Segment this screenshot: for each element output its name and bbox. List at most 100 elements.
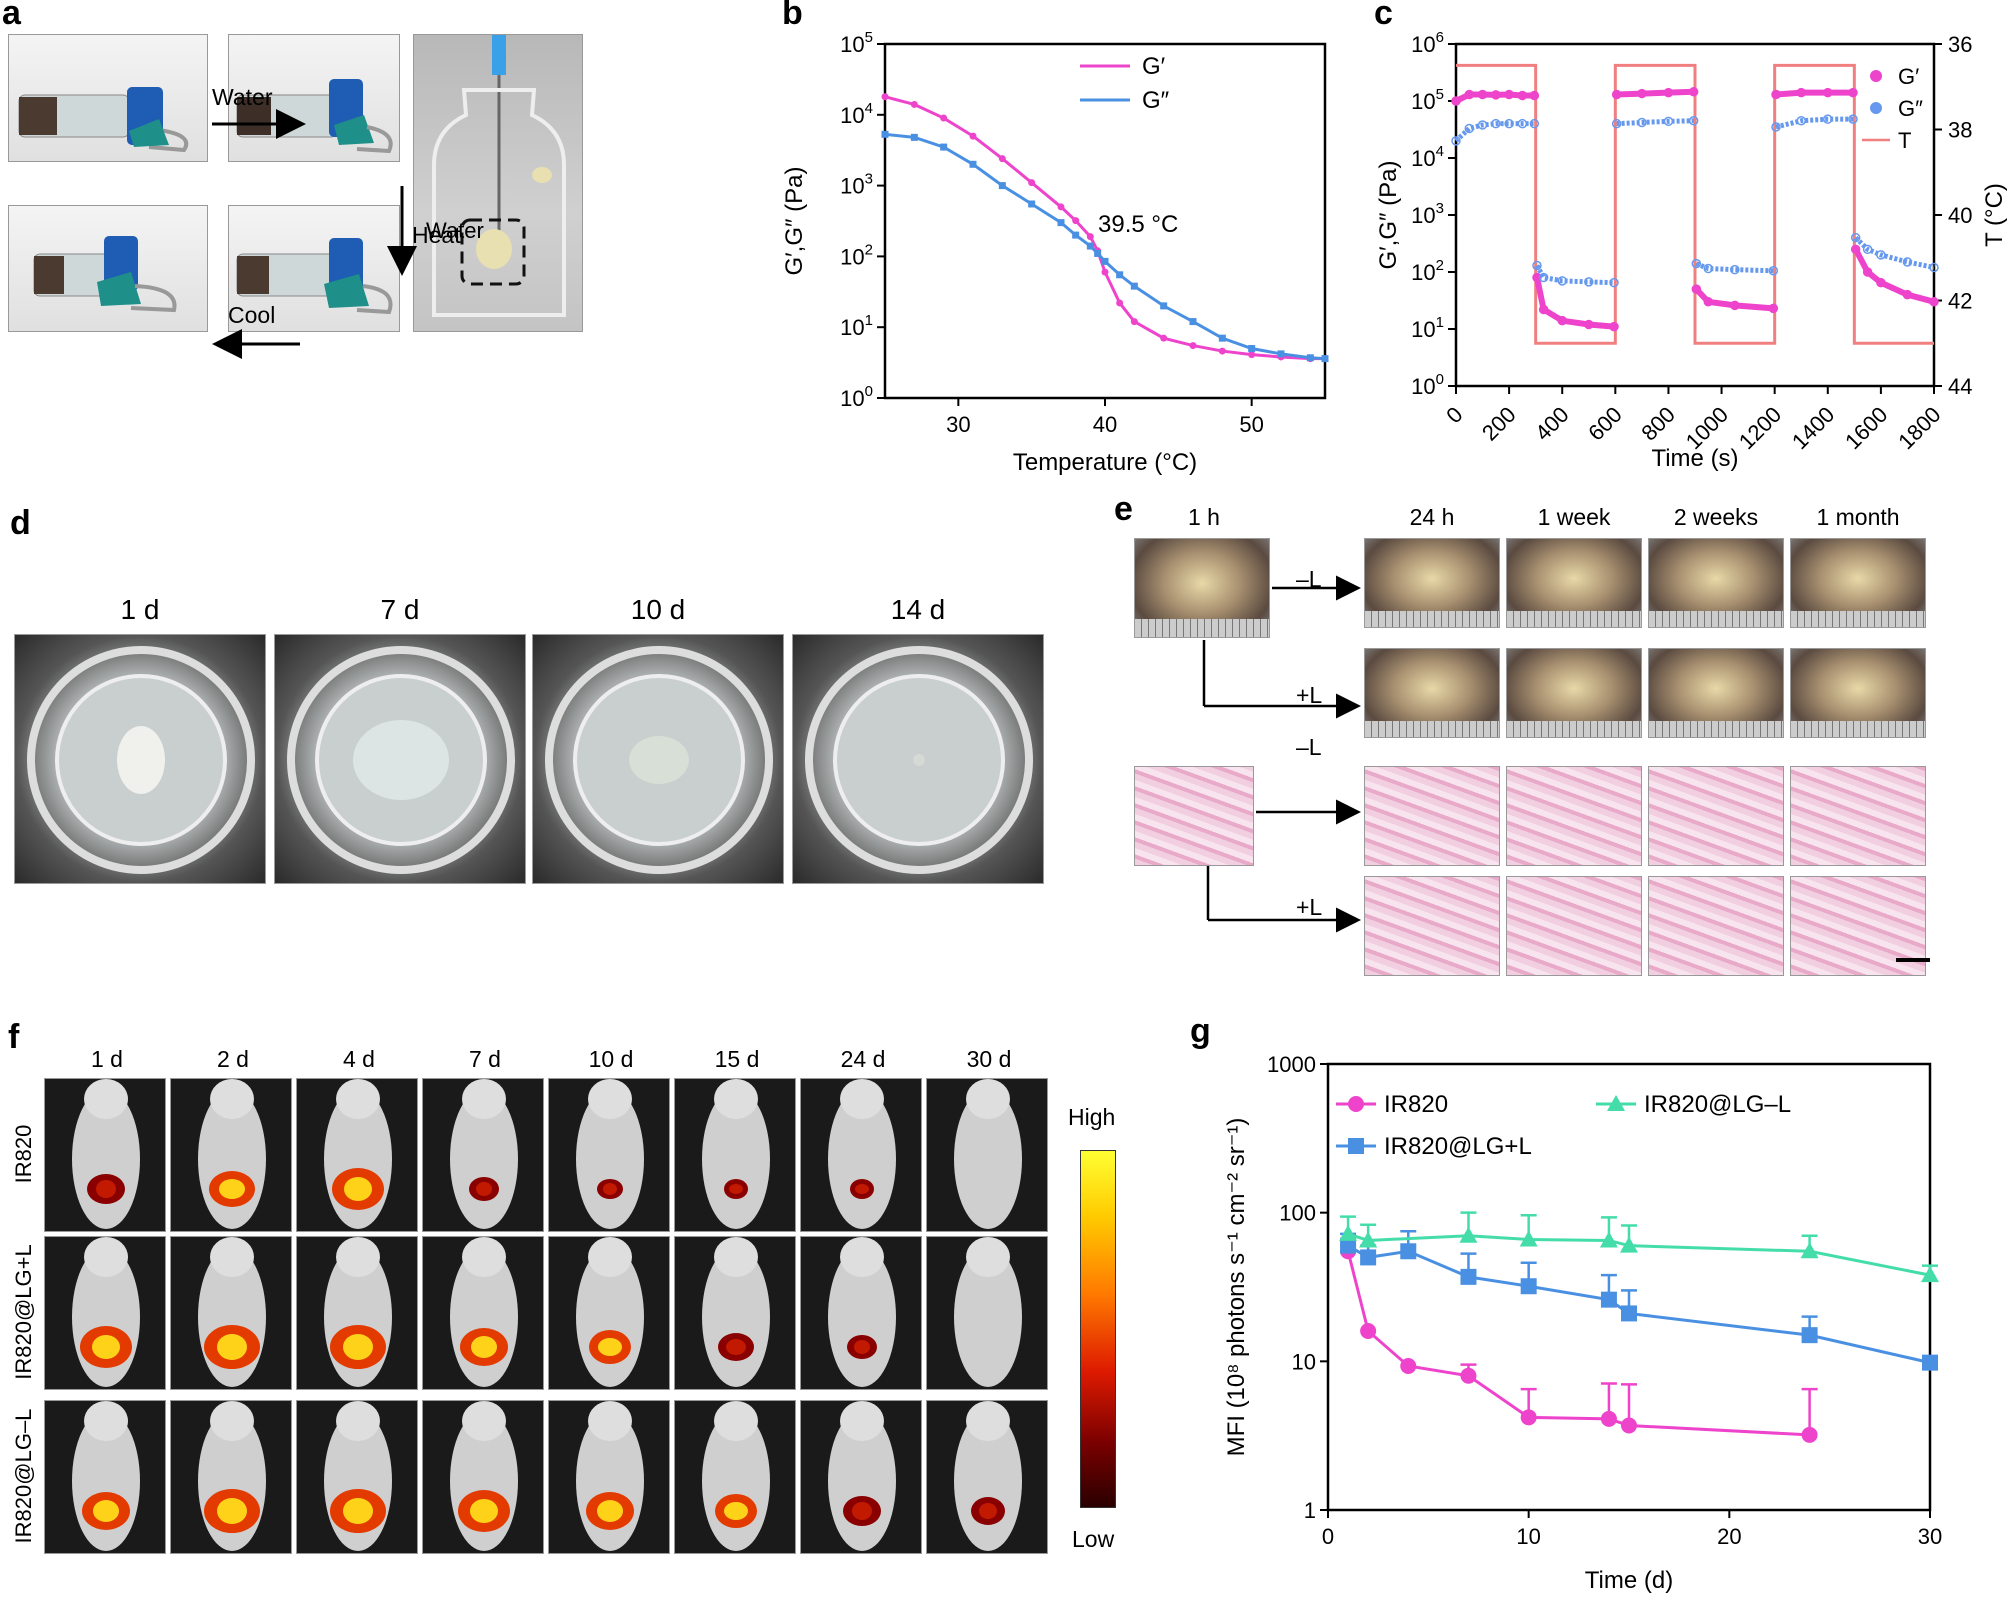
data-point: [1584, 319, 1594, 330]
y-tick-label: 105: [840, 29, 873, 57]
data-point: [1663, 87, 1674, 98]
y2-tick-label: 36: [1948, 32, 1972, 57]
mouse-image: [296, 1236, 418, 1390]
data-point: [1902, 289, 1913, 300]
data-point: [1160, 302, 1168, 310]
histology-image: [1364, 876, 1500, 976]
f-time-label: 7 d: [469, 1046, 501, 1072]
mouse-image: [548, 1400, 670, 1554]
data-point: [1072, 231, 1080, 239]
data-point: [1876, 250, 1886, 260]
legend-label: G′: [1142, 53, 1166, 80]
data-point: [1306, 354, 1314, 362]
data-point: [1691, 258, 1702, 269]
x-tick-label: 200: [1477, 402, 1521, 446]
mouse-image: [170, 1078, 292, 1232]
data-point: [1796, 87, 1806, 98]
data-point: [1094, 249, 1102, 257]
data-point: [1688, 87, 1699, 97]
data-point: [1464, 89, 1475, 100]
data-point: [1876, 277, 1886, 288]
e-group-label: –L: [1296, 734, 1322, 760]
legend-marker: [1870, 70, 1882, 82]
data-point: [1028, 200, 1036, 208]
f-time-label: 1 d: [91, 1046, 123, 1072]
data-point: [1768, 266, 1779, 276]
data-point: [1823, 87, 1833, 98]
y-tick-label: 1000: [1267, 1052, 1316, 1077]
data-point: [1491, 90, 1501, 100]
data-point: [1902, 257, 1913, 267]
f-time-label: 4 d: [343, 1046, 375, 1072]
histology-start: [1134, 766, 1254, 866]
data-point: [1360, 1322, 1377, 1339]
gel-dish-photo: [14, 634, 266, 884]
mouse-image: [422, 1236, 544, 1390]
d-time-label: 14 d: [890, 594, 946, 625]
data-point: [1529, 118, 1540, 129]
data-point: [1130, 282, 1138, 290]
data-point: [1491, 118, 1501, 129]
x-axis-title: Temperature (°C): [1013, 449, 1197, 476]
data-point: [1520, 1409, 1537, 1426]
data-point: [1611, 118, 1622, 129]
histology-image: [1506, 766, 1642, 866]
panel-label-f: f: [8, 1018, 20, 1056]
data-point: [1451, 136, 1461, 146]
y-axis-title: G′,G″ (Pa): [781, 166, 808, 275]
vial-photo-2: [228, 34, 400, 162]
gel-dish-photo: [274, 634, 526, 884]
data-point: [1504, 118, 1514, 129]
data-point: [998, 182, 1006, 190]
data-point: [1189, 318, 1197, 326]
y-tick-label: 103: [840, 171, 873, 199]
series-trace: [1775, 116, 1854, 130]
x-axis-title: Time (s): [1651, 445, 1738, 472]
data-point: [1517, 118, 1528, 129]
e-group-label: –L: [1296, 566, 1322, 592]
gross-photo: [1790, 538, 1926, 628]
x-tick-label: 800: [1636, 402, 1680, 446]
data-point: [998, 155, 1006, 163]
data-point: [1921, 1266, 1939, 1283]
data-point: [1703, 263, 1714, 274]
e-time-label: 1 month: [1816, 504, 1900, 530]
data-point: [1862, 244, 1873, 255]
y-tick-label: 103: [1411, 200, 1444, 228]
legend-label: G′: [1898, 64, 1919, 89]
y2-tick-label: 38: [1948, 118, 1972, 143]
histology-image: [1506, 876, 1642, 976]
data-point: [1116, 299, 1124, 307]
data-point: [1451, 96, 1461, 106]
vial-water-label: Water: [426, 218, 484, 243]
series-trace: [1695, 261, 1774, 274]
f-row-label: IR820@LG+L: [11, 1244, 36, 1380]
data-point: [940, 114, 948, 122]
gross-photo: [1506, 538, 1642, 628]
y2-axis-title: T (°C): [1981, 183, 2008, 247]
arrow-label-heat: Heat: [412, 222, 461, 248]
x-tick-label: 20: [1717, 1524, 1741, 1549]
data-point: [1771, 122, 1781, 132]
x-tick-label: 30: [946, 412, 970, 437]
data-point: [1557, 276, 1567, 286]
data-point: [1637, 88, 1647, 99]
d-time-label: 1 d: [120, 594, 160, 625]
panel-label-b: b: [782, 0, 803, 32]
f-time-label: 2 d: [217, 1046, 249, 1072]
y-tick-label: 102: [840, 241, 873, 269]
data-point: [1532, 260, 1542, 271]
data-point: [1519, 1230, 1538, 1247]
gel-dish-photo: [532, 634, 784, 884]
data-point: [1703, 297, 1714, 307]
x-tick-label: 0: [1441, 402, 1467, 428]
x-tick-label: 0: [1322, 1524, 1334, 1549]
legend-label: IR820: [1384, 1091, 1448, 1118]
data-point: [1691, 284, 1702, 294]
data-point: [1823, 114, 1833, 124]
data-point: [1400, 1243, 1417, 1260]
data-point: [1663, 116, 1674, 127]
data-point: [1621, 1305, 1637, 1322]
data-point: [1848, 114, 1858, 124]
